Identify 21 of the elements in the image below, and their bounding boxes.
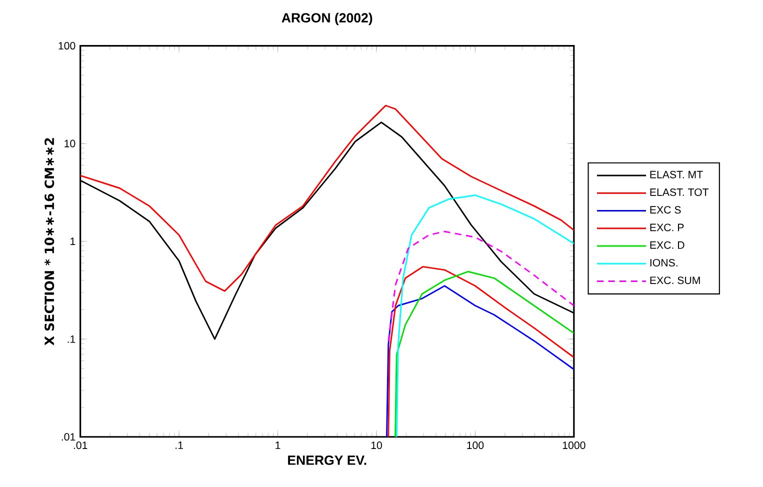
x-tick-label: 10 [371,442,382,450]
x-tick-label: .01 [74,442,88,450]
legend-label: EXC S [650,206,681,214]
legend-label: ELAST. MT [650,171,703,179]
y-tick-label: 10 [64,140,76,148]
chart-title: ARGON (2002) [282,12,372,26]
legend-label: ELAST. TOT [650,188,709,196]
legend-label: EXC. D [650,242,684,250]
x-tick-label: 1000 [562,442,586,450]
y-tick-label: 1 [70,238,76,246]
y-axis-title: X SECTION * 10∗∗-16 CM∗∗2 [44,138,54,346]
legend-label: EXC. SUM [650,276,700,284]
legend-label: EXC. P [650,224,684,232]
x-tick-label: 100 [467,442,484,450]
y-tick-label: .01 [62,433,76,441]
x-axis-title: ENERGY EV. [288,456,366,466]
x-tick-label: .1 [176,442,183,450]
x-tick-label: 1 [276,442,280,450]
legend-label: IONS. [650,259,678,267]
y-tick-label: .1 [68,336,76,343]
y-tick-label: 100 [58,42,76,50]
